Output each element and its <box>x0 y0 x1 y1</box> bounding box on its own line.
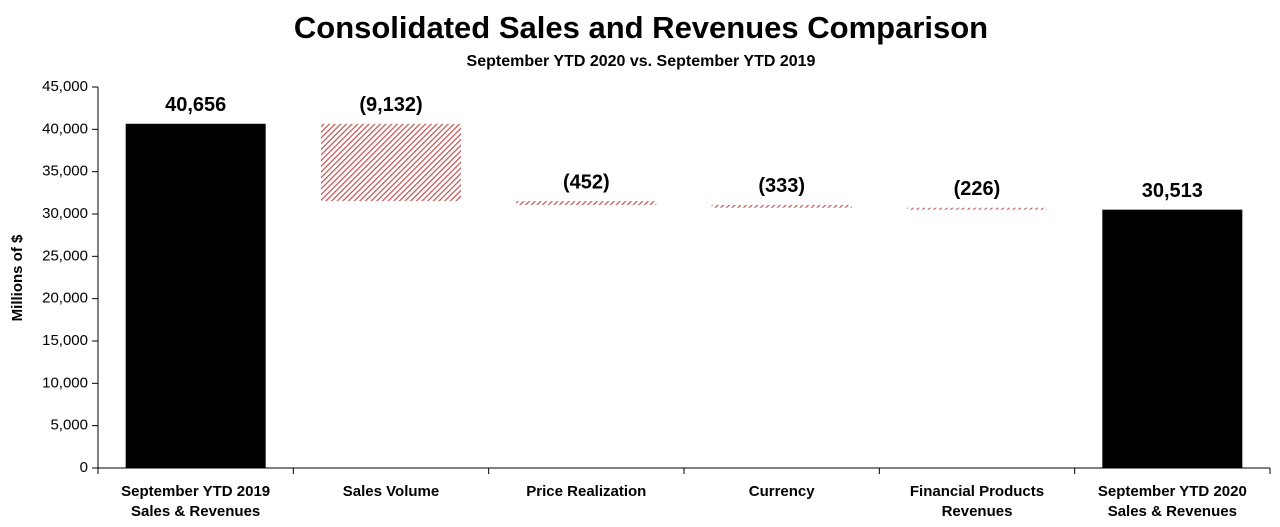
change-bar <box>516 201 657 205</box>
chart-title: Consolidated Sales and Revenues Comparis… <box>294 10 988 45</box>
total-bar <box>1102 209 1243 468</box>
y-tick-label: 15,000 <box>42 332 88 349</box>
y-tick-label: 20,000 <box>42 290 88 307</box>
value-label: (226) <box>954 178 1001 200</box>
value-label: 30,513 <box>1142 180 1203 202</box>
y-tick-label: 0 <box>80 459 88 476</box>
x-tick-label: Revenues <box>942 503 1013 520</box>
x-tick-label: Price Realization <box>526 483 646 500</box>
y-tick-label: 45,000 <box>42 78 88 95</box>
value-label: (452) <box>563 171 610 193</box>
y-tick-label: 10,000 <box>42 374 88 391</box>
y-axis-label: Millions of $ <box>9 234 26 321</box>
x-tick-label: Currency <box>749 483 816 500</box>
value-label: 40,656 <box>165 94 226 116</box>
y-tick-label: 25,000 <box>42 247 88 264</box>
value-label: (333) <box>758 175 805 197</box>
x-tick-label: September YTD 2020 <box>1098 483 1247 500</box>
change-bar <box>907 207 1047 210</box>
change-bar <box>711 204 852 208</box>
y-tick-label: 35,000 <box>42 163 88 180</box>
chart-subtitle: September YTD 2020 vs. September YTD 201… <box>467 53 816 70</box>
y-tick-label: 30,000 <box>42 205 88 222</box>
change-bar <box>321 123 461 202</box>
y-tick-label: 40,000 <box>42 120 88 137</box>
x-tick-label: Sales & Revenues <box>1108 503 1237 520</box>
value-label: (9,132) <box>359 94 422 116</box>
x-tick-label: September YTD 2019 <box>121 483 270 500</box>
x-tick-label: Sales & Revenues <box>131 503 260 520</box>
total-bar <box>125 123 266 468</box>
y-tick-label: 5,000 <box>50 417 88 434</box>
x-tick-label: Financial Products <box>910 483 1044 500</box>
x-tick-label: Sales Volume <box>343 483 439 500</box>
